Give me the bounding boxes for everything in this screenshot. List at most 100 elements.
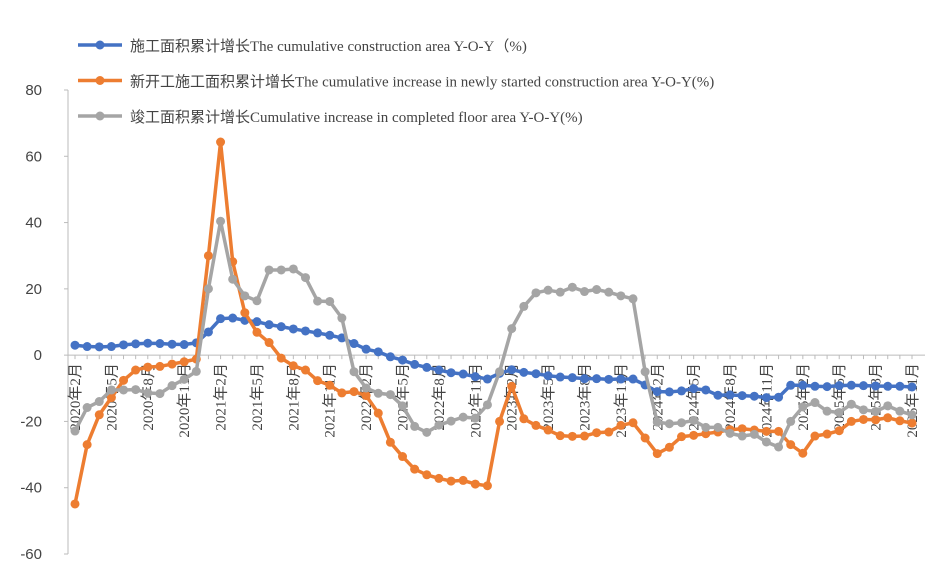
- data-point: [555, 372, 565, 382]
- data-point: [252, 296, 262, 306]
- data-point: [543, 285, 553, 295]
- data-point: [410, 421, 420, 431]
- data-point: [300, 273, 310, 283]
- data-point: [652, 417, 662, 427]
- data-point: [834, 381, 844, 391]
- x-tick-label: 2025年11月: [904, 363, 921, 437]
- data-point: [579, 374, 589, 384]
- data-point: [677, 386, 687, 396]
- data-point: [519, 367, 529, 377]
- legend-label: 施工面积累计增长The cumulative construction area…: [130, 38, 527, 55]
- data-point: [470, 479, 480, 489]
- data-point: [749, 429, 759, 439]
- data-point: [131, 385, 141, 395]
- data-point: [737, 431, 747, 441]
- data-point: [288, 264, 298, 274]
- data-point: [325, 380, 335, 390]
- data-point: [616, 374, 626, 384]
- data-point: [94, 342, 104, 352]
- data-point: [846, 399, 856, 409]
- data-point: [774, 442, 784, 452]
- legend-label: 竣工面积累计增长Cumulative increase in completed…: [130, 109, 583, 126]
- data-point: [228, 313, 238, 323]
- data-point: [106, 393, 116, 403]
- data-point: [507, 324, 517, 334]
- data-point: [737, 424, 747, 434]
- x-tick-label: 2022年8月: [431, 363, 448, 431]
- data-point: [325, 330, 335, 340]
- data-point: [422, 427, 432, 437]
- data-point: [337, 313, 347, 323]
- data-point: [652, 387, 662, 397]
- data-point: [313, 296, 323, 306]
- data-point: [664, 387, 674, 397]
- data-point: [689, 430, 699, 440]
- data-point: [592, 374, 602, 384]
- x-tick-label: 2025年2月: [795, 363, 812, 431]
- data-point: [798, 380, 808, 390]
- data-point: [361, 383, 371, 393]
- data-point: [385, 437, 395, 447]
- y-tick-label: -40: [20, 480, 42, 497]
- data-point: [240, 308, 250, 318]
- data-point: [713, 390, 723, 400]
- data-point: [252, 327, 262, 337]
- data-point: [858, 381, 868, 391]
- data-point: [701, 422, 711, 432]
- data-point: [677, 432, 687, 442]
- data-point: [70, 426, 80, 436]
- data-point: [640, 433, 650, 443]
- data-point: [907, 418, 917, 428]
- data-point: [761, 437, 771, 447]
- data-point: [385, 352, 395, 362]
- data-point: [179, 374, 189, 384]
- data-point: [373, 408, 383, 418]
- data-point: [276, 265, 286, 275]
- data-point: [846, 380, 856, 390]
- data-point: [810, 398, 820, 408]
- data-point: [216, 216, 226, 226]
- data-point: [761, 393, 771, 403]
- data-point: [434, 473, 444, 483]
- y-tick-label: 0: [34, 347, 42, 364]
- data-point: [640, 367, 650, 377]
- data-point: [737, 391, 747, 401]
- data-point: [82, 342, 92, 352]
- data-point: [664, 442, 674, 452]
- y-tick-label: -20: [20, 413, 42, 430]
- data-point: [313, 328, 323, 338]
- data-point: [131, 339, 141, 349]
- data-point: [786, 380, 796, 390]
- data-point: [689, 415, 699, 425]
- data-point: [810, 381, 820, 391]
- data-point: [325, 296, 335, 306]
- data-point: [106, 385, 116, 395]
- x-tick-label: 2020年2月: [67, 363, 84, 431]
- data-point: [531, 420, 541, 430]
- x-tick-label: 2021年11月: [322, 363, 339, 437]
- data-point: [786, 416, 796, 426]
- data-point: [822, 382, 832, 392]
- data-point: [604, 374, 614, 384]
- data-point: [300, 365, 310, 375]
- data-point: [373, 347, 383, 357]
- data-point: [191, 366, 201, 376]
- data-point: [410, 464, 420, 474]
- data-point: [895, 381, 905, 391]
- data-point: [883, 401, 893, 411]
- legend-label: 新开工施工面积累计增长The cumulative increase in ne…: [130, 74, 714, 91]
- data-point: [555, 287, 565, 297]
- data-point: [470, 372, 480, 382]
- data-point: [361, 391, 371, 401]
- data-point: [155, 361, 165, 371]
- data-point: [604, 427, 614, 437]
- data-point: [398, 355, 408, 365]
- data-point: [616, 291, 626, 301]
- data-point: [567, 431, 577, 441]
- data-point: [446, 368, 456, 378]
- x-tick-label: 2023年5月: [540, 363, 557, 431]
- data-point: [895, 406, 905, 416]
- data-point: [628, 374, 638, 384]
- data-point: [264, 320, 274, 330]
